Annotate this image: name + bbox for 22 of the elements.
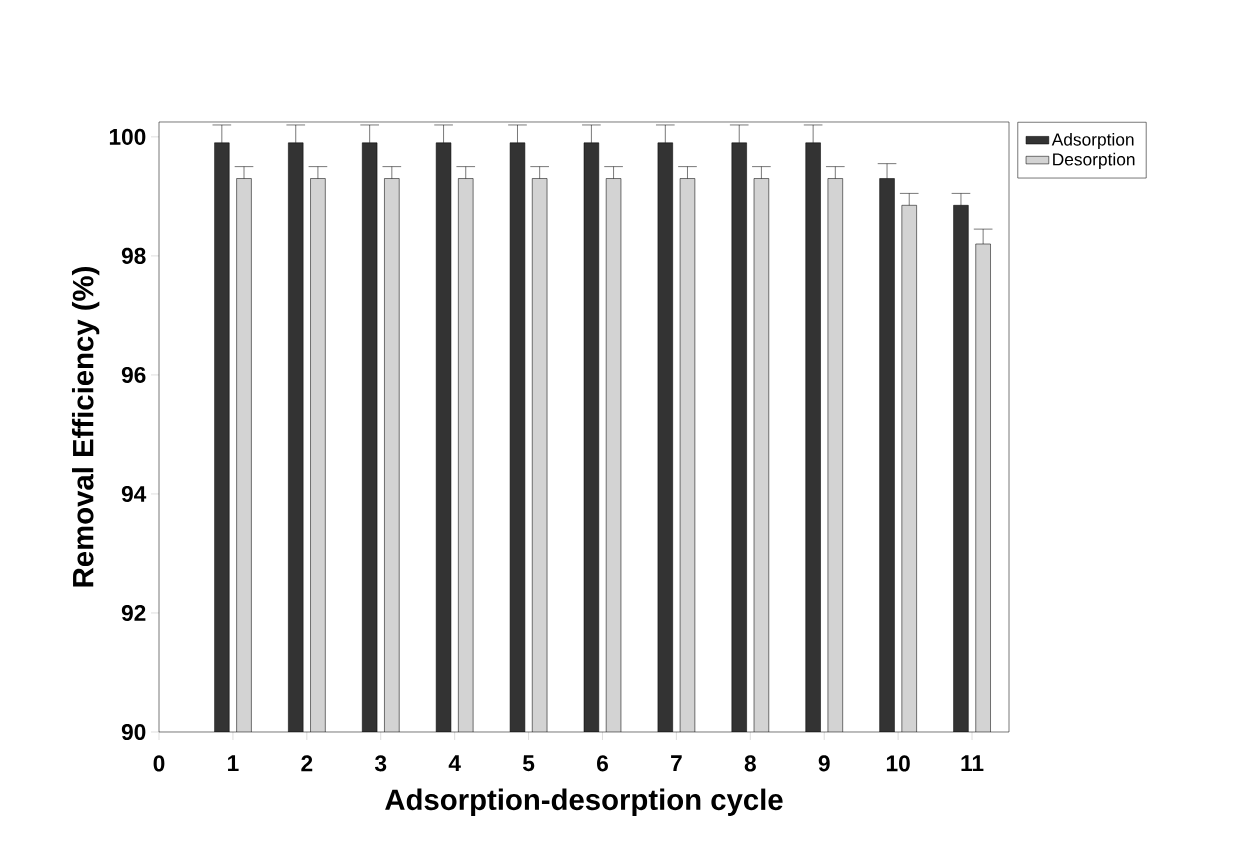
y-tick-label: 100 xyxy=(109,128,146,145)
x-tick-label: 11 xyxy=(961,755,984,771)
x-tick-label: 1 xyxy=(228,755,239,771)
y-tick-label: 92 xyxy=(121,604,146,621)
legend-label: Adsorption xyxy=(1051,132,1134,150)
y-axis-title: Removal Efficiency (%) xyxy=(71,267,100,587)
x-tick-label: 10 xyxy=(886,755,910,772)
y-tick-label: 90 xyxy=(121,723,146,741)
y-tick-label: 96 xyxy=(121,366,146,383)
x-tick-label: 0 xyxy=(153,755,165,772)
x-tick-label: 7 xyxy=(671,755,682,771)
x-tick-label: 6 xyxy=(597,755,608,772)
y-tick-label: 98 xyxy=(121,247,146,264)
legend-label: Desorption xyxy=(1053,152,1135,169)
x-axis-title: Adsorption-desorption cycle xyxy=(385,788,783,816)
x-tick-label: 9 xyxy=(818,755,830,772)
x-tick-label: 2 xyxy=(301,755,313,772)
x-tick-label: 5 xyxy=(522,755,535,772)
x-tick-label: 8 xyxy=(744,755,756,772)
x-tick-label: 3 xyxy=(374,755,387,772)
y-tick-label: 94 xyxy=(121,485,147,502)
x-tick-label: 4 xyxy=(448,755,461,771)
